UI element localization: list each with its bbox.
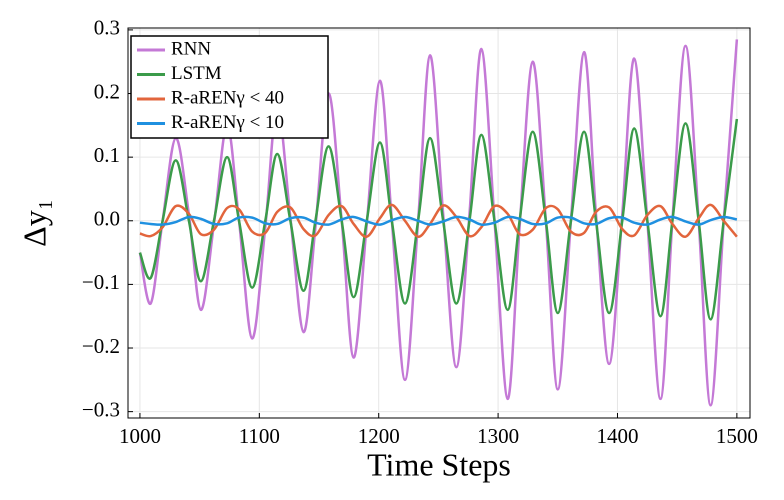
plot-frame (127, 27, 751, 419)
legend-label: R-aRENγ < 10 (171, 112, 284, 133)
y-axis-label: Δy₁ (16, 199, 52, 247)
y-tick-label: 0.0 (94, 207, 120, 231)
x-tick-label: 1500 (716, 424, 758, 448)
x-axis-label: Time Steps (367, 446, 511, 482)
legend-label: R-aRENγ < 40 (171, 87, 284, 108)
y-tick-label: −0.1 (82, 270, 120, 294)
lines (138, 39, 739, 407)
legend-label: LSTM (171, 63, 222, 84)
x-tick-label: 1300 (477, 424, 519, 448)
legend-box (130, 35, 329, 139)
y-tick-label: 0.1 (94, 143, 120, 167)
y-tick-label: 0.3 (94, 16, 120, 40)
x-tick-label: 1400 (596, 424, 638, 448)
line-series (138, 118, 739, 321)
line-series (139, 203, 738, 238)
x-tick-label: 1200 (358, 424, 400, 448)
legend-label: RNN (171, 38, 211, 59)
legend: RNN LSTM R-aRENγ < 40 R-aRENγ < 10 (130, 35, 329, 139)
y-tick-label: −0.2 (82, 334, 120, 358)
ticks: 1000 1100 1200 1300 1400 1500 −0.3 −0.2 −0.1 0.0 0… (82, 16, 758, 448)
x-tick-label: 1100 (239, 424, 280, 448)
y-tick-label: −0.3 (82, 397, 120, 421)
x-tick-label: 1000 (119, 424, 161, 448)
line-series (139, 215, 738, 226)
y-tick-label: 0.2 (94, 79, 120, 103)
